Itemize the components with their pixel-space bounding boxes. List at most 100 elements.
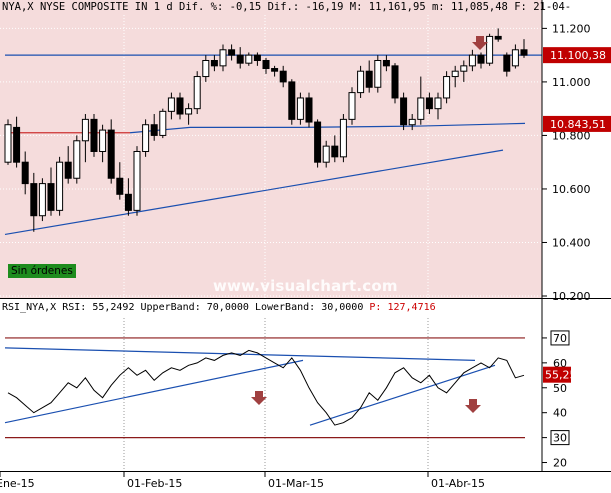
header-diff: -16,19 bbox=[305, 1, 344, 13]
candlestick-series bbox=[4, 28, 528, 232]
candle-body bbox=[425, 97, 433, 110]
candle-body bbox=[253, 54, 261, 61]
candle-body bbox=[210, 59, 218, 67]
candle-body bbox=[391, 65, 399, 99]
date-label: 01-Abr-15 bbox=[431, 477, 485, 490]
rsi-header: RSI_NYA,X RSI: 55,2492 UpperBand: 70,000… bbox=[2, 302, 436, 313]
candle-body bbox=[193, 76, 201, 110]
price-arrows bbox=[472, 36, 488, 50]
rsi-annotation-lines bbox=[4, 337, 525, 439]
rsi-axis-label: 30 bbox=[553, 432, 567, 445]
rsi-line bbox=[7, 349, 525, 426]
price-plot-background bbox=[0, 0, 542, 298]
header-period: 1 d bbox=[153, 1, 173, 13]
header-date-label: F: bbox=[514, 1, 527, 13]
rsi-series bbox=[7, 349, 525, 426]
candle-body bbox=[288, 81, 296, 120]
rsi-p: 127,4716 bbox=[387, 302, 436, 313]
date-ticks: Ene-15 01-Feb-15 01-Mar-15 01-Abr-15 bbox=[0, 471, 485, 490]
rsi-last-value-label: 55,25 bbox=[545, 369, 577, 382]
candle-body bbox=[236, 54, 244, 64]
rsi-axis-label: 20 bbox=[553, 457, 567, 470]
price-axis-label: 10.200 bbox=[552, 290, 591, 300]
candle-body bbox=[116, 177, 124, 195]
header-pct-label: Dif. %: bbox=[179, 1, 224, 13]
candle-body bbox=[150, 124, 158, 136]
candle-body bbox=[219, 49, 227, 67]
candle-body bbox=[124, 193, 132, 211]
price-axis-label: 11.000 bbox=[552, 76, 591, 89]
rising-trend-line bbox=[4, 149, 504, 236]
header-min: 11,085,48 bbox=[450, 1, 508, 13]
candle-body bbox=[494, 35, 502, 40]
candle-body bbox=[90, 118, 98, 152]
candle-body bbox=[331, 145, 339, 158]
candle-body bbox=[4, 124, 12, 163]
candle-body bbox=[262, 59, 270, 70]
date-label: Ene-15 bbox=[0, 477, 35, 490]
candle-body bbox=[21, 161, 29, 185]
last-price-badge bbox=[543, 47, 611, 64]
price-axis-label: 10.600 bbox=[552, 183, 591, 196]
rsi-upper: 70,0000 bbox=[206, 302, 249, 313]
candle-body bbox=[142, 124, 150, 152]
candle-body bbox=[434, 97, 442, 110]
rsi-value: 55,2492 bbox=[92, 302, 135, 313]
rsi-plot-background bbox=[0, 300, 542, 471]
header-symbol: NYA,X bbox=[2, 1, 34, 13]
down-arrow-icon bbox=[472, 36, 488, 50]
candle-body bbox=[348, 92, 356, 120]
header-pct-change: -0,15 bbox=[229, 1, 262, 13]
candle-body bbox=[271, 68, 279, 72]
rsi-axis-label: 60 bbox=[553, 357, 567, 370]
price-axis-label: 10.800 bbox=[552, 129, 591, 142]
candle-body bbox=[486, 35, 494, 64]
candle-body bbox=[443, 76, 451, 99]
candle-body bbox=[374, 59, 382, 88]
price-chart: 11.200 11.000 10.800 10.600 10.400 10.200 11.1… bbox=[0, 0, 611, 300]
rsi-lower-label: LowerBand: bbox=[254, 302, 316, 313]
price-axis-label: 10.400 bbox=[552, 236, 591, 249]
candle-body bbox=[451, 70, 459, 78]
candle-body bbox=[503, 54, 511, 72]
candle-body bbox=[417, 97, 425, 120]
candle-body bbox=[460, 65, 468, 72]
candle-body bbox=[185, 108, 193, 115]
down-arrow-icon bbox=[465, 399, 481, 413]
candle-body bbox=[99, 129, 107, 152]
candle-body bbox=[30, 183, 38, 217]
candle-body bbox=[279, 70, 287, 83]
candle-body bbox=[202, 59, 210, 78]
candle-body bbox=[159, 110, 167, 136]
candle-body bbox=[322, 145, 330, 163]
candle-body bbox=[357, 70, 365, 94]
rsi-axis-label: 70 bbox=[553, 332, 567, 345]
rsi-axis: 70 60 50 40 30 20 55,25 bbox=[542, 330, 577, 470]
rsi-arrows bbox=[251, 391, 481, 413]
candle-body bbox=[167, 97, 175, 112]
date-label: 01-Feb-15 bbox=[127, 477, 182, 490]
candle-body bbox=[314, 121, 322, 163]
candle-body bbox=[339, 118, 347, 158]
candle-body bbox=[13, 126, 21, 163]
header-diff-label: Dif.: bbox=[267, 1, 300, 13]
down-arrow-icon bbox=[251, 391, 267, 405]
candle-body bbox=[468, 54, 476, 67]
date-axis: Ene-15 01-Feb-15 01-Mar-15 01-Abr-15 bbox=[0, 471, 611, 490]
rsi-band-tick-box bbox=[550, 330, 570, 346]
header-name: NYSE COMPOSITE IN bbox=[39, 1, 148, 13]
ma-value-badge bbox=[543, 115, 611, 132]
rsi-rising-trend-line-2 bbox=[309, 364, 496, 426]
rsi-upper-label: UpperBand: bbox=[140, 302, 201, 313]
date-label: 01-Mar-15 bbox=[268, 477, 324, 490]
price-axis: 11.200 11.000 10.800 10.600 10.400 10.200 11.1… bbox=[542, 22, 611, 300]
rsi-axis-label: 50 bbox=[553, 382, 567, 395]
candle-body bbox=[408, 118, 416, 126]
price-header: NYA,X NYSE COMPOSITE IN 1 d Dif. %: -0,1… bbox=[2, 1, 571, 13]
candle-body bbox=[47, 183, 55, 211]
rsi-rising-trend-line-1 bbox=[4, 359, 304, 424]
candle-body bbox=[107, 129, 115, 179]
candle-body bbox=[64, 161, 72, 179]
candle-body bbox=[400, 97, 408, 126]
candle-body bbox=[520, 49, 528, 56]
